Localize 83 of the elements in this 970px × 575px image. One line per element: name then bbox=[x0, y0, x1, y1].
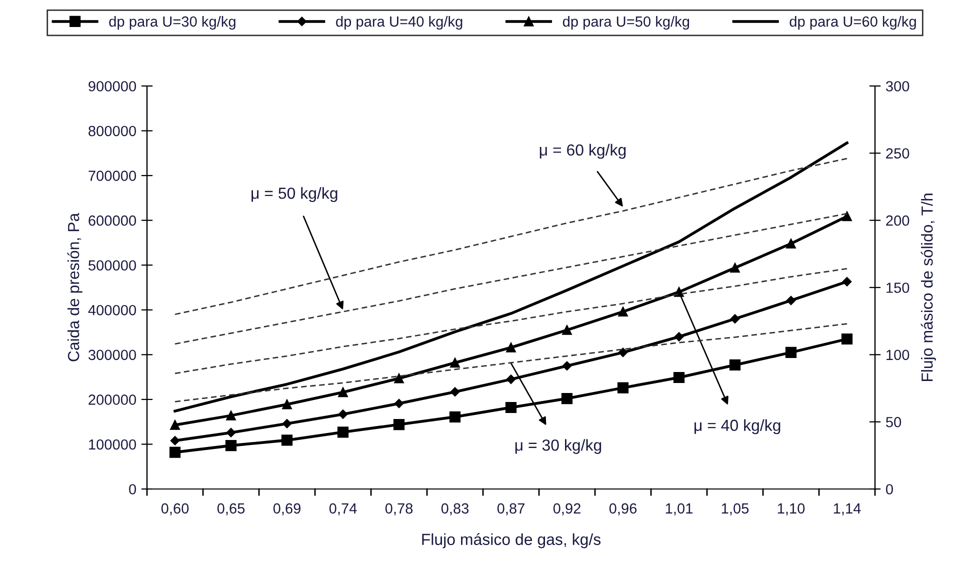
y2-tick-label: 100 bbox=[886, 350, 910, 360]
x-tick-label: 0,92 bbox=[553, 503, 580, 516]
point bbox=[506, 342, 516, 352]
point bbox=[842, 211, 852, 222]
y-tick-label: 900000 bbox=[88, 81, 136, 92]
x-tick-label: 1,01 bbox=[666, 503, 692, 516]
point bbox=[169, 446, 181, 458]
line-series bbox=[174, 268, 848, 374]
point bbox=[450, 358, 460, 368]
y2-tick-label: 50 bbox=[886, 416, 902, 428]
point bbox=[505, 402, 517, 414]
x-tick-label: 1,05 bbox=[722, 503, 749, 516]
point bbox=[730, 262, 740, 273]
point bbox=[226, 410, 236, 420]
x-tick-label: 1,10 bbox=[778, 503, 805, 516]
x-tick-label: 0,83 bbox=[441, 503, 469, 516]
legend-label: dp para U=60 kg/kg bbox=[790, 16, 916, 30]
point bbox=[618, 348, 628, 358]
point bbox=[562, 325, 572, 335]
y-tick-label: 0 bbox=[129, 484, 136, 494]
point bbox=[730, 314, 740, 324]
y-tick-label: 200000 bbox=[88, 394, 136, 405]
point bbox=[450, 387, 460, 396]
x-tick-label: 1,14 bbox=[834, 503, 861, 516]
point bbox=[506, 374, 516, 384]
annotation: μ = 60 kg/kg bbox=[540, 144, 626, 159]
y-tick-label: 300000 bbox=[88, 350, 136, 360]
point bbox=[393, 418, 405, 430]
point bbox=[673, 372, 685, 384]
point bbox=[842, 277, 852, 286]
y2-tick-label: 300 bbox=[886, 81, 910, 92]
y-axis-title: Caida de presión, Pa bbox=[67, 212, 82, 362]
point bbox=[338, 410, 348, 419]
y-tick-label: 500000 bbox=[88, 260, 136, 271]
x-tick-label: 0,96 bbox=[609, 503, 637, 516]
point bbox=[394, 398, 404, 408]
legend-label: dp para U=40 kg/kg bbox=[336, 16, 462, 30]
point bbox=[841, 333, 853, 345]
line-series bbox=[174, 323, 848, 402]
x-tick-label: 0,74 bbox=[329, 503, 357, 516]
annotation: μ = 30 kg/kg bbox=[515, 439, 602, 454]
point bbox=[617, 382, 629, 394]
point bbox=[337, 426, 349, 438]
y-tick-label: 800000 bbox=[88, 126, 136, 136]
legend-label: dp para U=50 kg/kg bbox=[562, 16, 690, 30]
x-tick-label: 0,78 bbox=[385, 503, 413, 516]
y2-tick-label: 250 bbox=[886, 148, 910, 159]
x-tick-label: 0,87 bbox=[497, 503, 524, 516]
legend-label: dp para U=30 kg/kg bbox=[109, 16, 236, 30]
point bbox=[729, 359, 741, 371]
x-tick-label: 0,65 bbox=[217, 503, 245, 516]
point bbox=[338, 387, 348, 398]
y-tick-label: 100000 bbox=[89, 439, 136, 450]
y-tick-label: 600000 bbox=[88, 215, 136, 226]
y2-tick-label: 150 bbox=[886, 282, 910, 293]
x-axis-title: Flujo másico de gas, kg/s bbox=[422, 533, 601, 548]
point bbox=[674, 332, 684, 342]
point bbox=[618, 306, 628, 317]
annotation: μ = 50 kg/kg bbox=[252, 187, 338, 202]
point bbox=[282, 419, 292, 428]
point bbox=[170, 436, 180, 446]
annotation: μ = 40 kg/kg bbox=[694, 419, 780, 434]
point bbox=[449, 411, 461, 422]
point bbox=[562, 361, 572, 370]
point bbox=[394, 374, 404, 384]
y-tick-label: 400000 bbox=[88, 304, 136, 316]
x-tick-label: 0,60 bbox=[161, 503, 189, 516]
point bbox=[281, 434, 293, 446]
y2-axis-title: Flujo másico de sólido, T/h bbox=[920, 194, 936, 382]
point bbox=[282, 400, 292, 410]
point bbox=[785, 346, 797, 358]
line-series bbox=[174, 141, 848, 412]
x-tick-label: 0,69 bbox=[273, 503, 300, 516]
y2-tick-label: 0 bbox=[886, 484, 893, 494]
point bbox=[226, 428, 236, 438]
point bbox=[786, 238, 796, 248]
point bbox=[170, 420, 180, 430]
y-tick-label: 700000 bbox=[88, 170, 136, 181]
point bbox=[561, 392, 573, 404]
line-series bbox=[174, 158, 848, 316]
y2-tick-label: 200 bbox=[886, 215, 910, 226]
point bbox=[786, 296, 796, 306]
point bbox=[225, 440, 237, 452]
